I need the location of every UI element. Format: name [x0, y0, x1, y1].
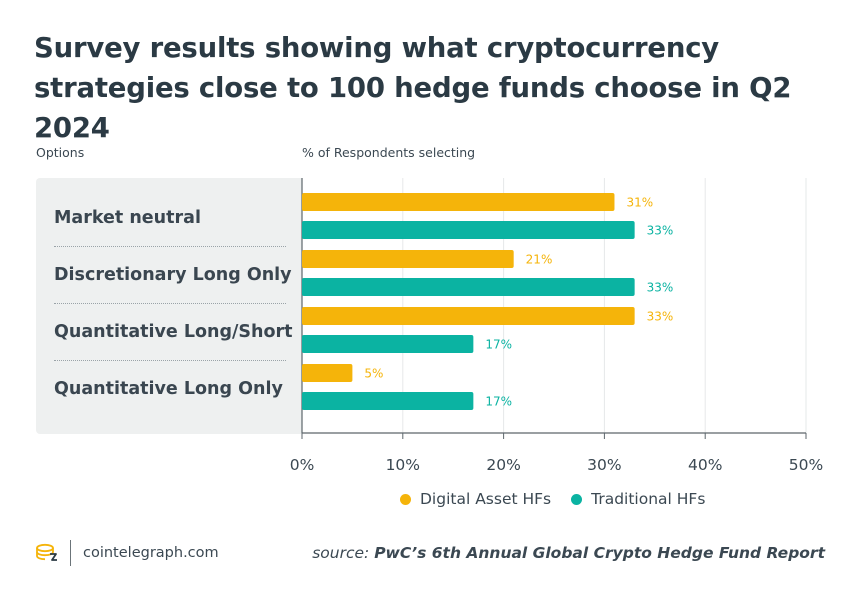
bar-chart: 0% 10% 20% 30% 40% 50% 31% 33% 21% 33% 33% 17% 5% 17%: [290, 178, 823, 474]
category-label-quantitative-long-only: Quantitative Long Only: [54, 379, 283, 399]
category-separator: [54, 360, 286, 361]
x-tick-label: 20%: [486, 456, 520, 474]
brand: cointelegraph.com: [34, 540, 219, 566]
percent-column-header: % of Respondents selecting: [302, 145, 476, 160]
category-separator: [54, 303, 286, 304]
category-separator: [54, 246, 286, 247]
data-label: 17%: [485, 338, 512, 352]
source-prefix: source:: [312, 544, 375, 562]
options-panel: [36, 178, 302, 434]
bar-digital: [302, 364, 353, 382]
cointelegraph-logo-icon: [36, 543, 57, 561]
data-label: 5%: [364, 367, 383, 381]
bar-traditional: [302, 221, 635, 239]
legend: Digital Asset HFs Traditional HFs: [400, 490, 725, 508]
legend-label-traditional: Traditional HFs: [591, 490, 706, 508]
options-column-header: Options: [36, 145, 85, 160]
bar-traditional: [302, 335, 474, 353]
data-label: 33%: [647, 310, 674, 324]
data-label: 33%: [647, 281, 674, 295]
bar-digital: [302, 250, 514, 268]
legend-item-traditional: Traditional HFs: [571, 490, 705, 508]
category-label-discretionary-long-only: Discretionary Long Only: [54, 265, 292, 285]
legend-swatch-traditional: [571, 493, 583, 505]
data-label: 31%: [626, 196, 653, 210]
source-name: PwC’s 6th Annual Global Crypto Hedge Fun…: [374, 544, 825, 562]
bar-digital: [302, 307, 635, 325]
category-label-quantitative-long-short: Quantitative Long/Short: [54, 322, 293, 342]
legend-swatch-digital: [400, 493, 411, 505]
x-tick-label: 40%: [688, 456, 722, 474]
x-tick-label: 30%: [587, 456, 621, 474]
brand-divider: [70, 540, 71, 566]
x-tick-label: 10%: [386, 456, 420, 474]
data-label: 21%: [526, 253, 553, 267]
data-label: 33%: [647, 224, 674, 238]
legend-label-digital: Digital Asset HFs: [420, 490, 552, 508]
bar-traditional: [302, 392, 474, 410]
source-note: source: PwC’s 6th Annual Global Crypto H…: [312, 544, 825, 562]
bar-digital: [302, 193, 615, 211]
bar-traditional: [302, 278, 635, 296]
chart-title: Survey results showing what cryptocurren…: [34, 32, 792, 144]
x-tick-label: 50%: [789, 456, 823, 474]
brand-text: cointelegraph.com: [83, 545, 219, 561]
x-tick-label: 0%: [290, 456, 315, 474]
legend-item-digital: Digital Asset HFs: [400, 490, 551, 508]
data-label: 17%: [485, 395, 512, 409]
category-label-market-neutral: Market neutral: [54, 208, 201, 228]
